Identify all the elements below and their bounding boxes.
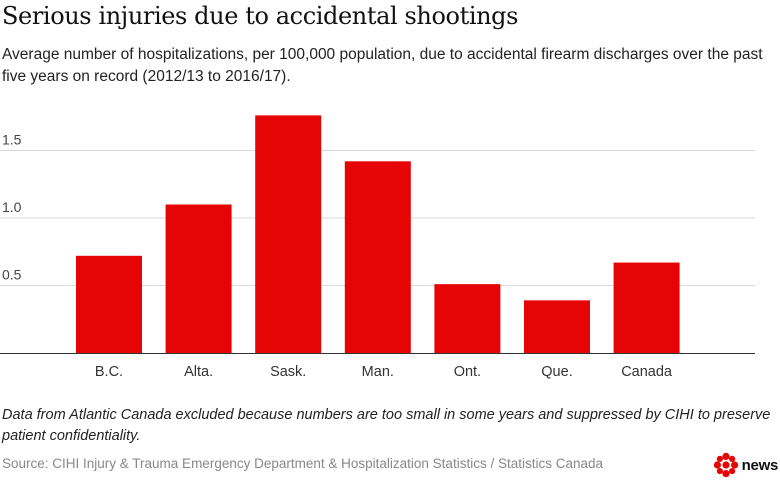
bar	[524, 300, 590, 353]
chart-title: Serious injuries due to accidental shoot…	[2, 2, 519, 30]
y-tick-label: 1.0	[2, 199, 22, 215]
bar-chart: 0.5 1.0 1.5 B.C. Alta. Sask. Man. Ont. Que. Cana…	[0, 115, 755, 380]
footnote: Data from Atlantic Canada excluded becau…	[2, 407, 771, 444]
bar	[434, 284, 501, 353]
x-tick-label: Ont.	[454, 364, 481, 380]
x-axis-tick-labels: B.C. Alta. Sask. Man. Ont. Que. Canada	[95, 364, 673, 380]
bars	[76, 115, 680, 354]
y-tick-label: 1.5	[2, 132, 22, 148]
x-tick-label: Que.	[541, 364, 572, 380]
bar	[76, 255, 142, 353]
y-tick-label: 0.5	[2, 267, 22, 283]
cbc-gem-icon	[713, 452, 738, 478]
bar	[255, 115, 322, 354]
cbc-news-logo: news	[713, 452, 778, 478]
chart-subtitle: Average number of hospitalizations, per …	[2, 46, 763, 85]
bar	[165, 204, 232, 353]
bar	[613, 262, 680, 353]
x-tick-label: Alta.	[184, 364, 213, 380]
y-axis-tick-labels: 0.5 1.0 1.5	[2, 132, 22, 283]
brand-name: news	[741, 456, 779, 474]
x-tick-label: Man.	[362, 364, 394, 380]
x-tick-label: Sask.	[270, 364, 306, 380]
source-credit: Source: CIHI Injury & Trauma Emergency D…	[2, 456, 603, 471]
x-tick-label: Canada	[621, 364, 673, 380]
x-tick-label: B.C.	[95, 364, 123, 380]
bar	[344, 161, 411, 353]
